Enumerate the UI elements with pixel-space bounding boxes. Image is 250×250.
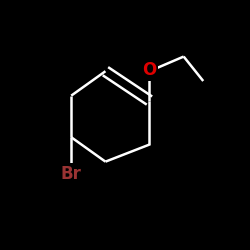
Text: O: O (142, 61, 156, 79)
Text: Br: Br (61, 165, 82, 183)
